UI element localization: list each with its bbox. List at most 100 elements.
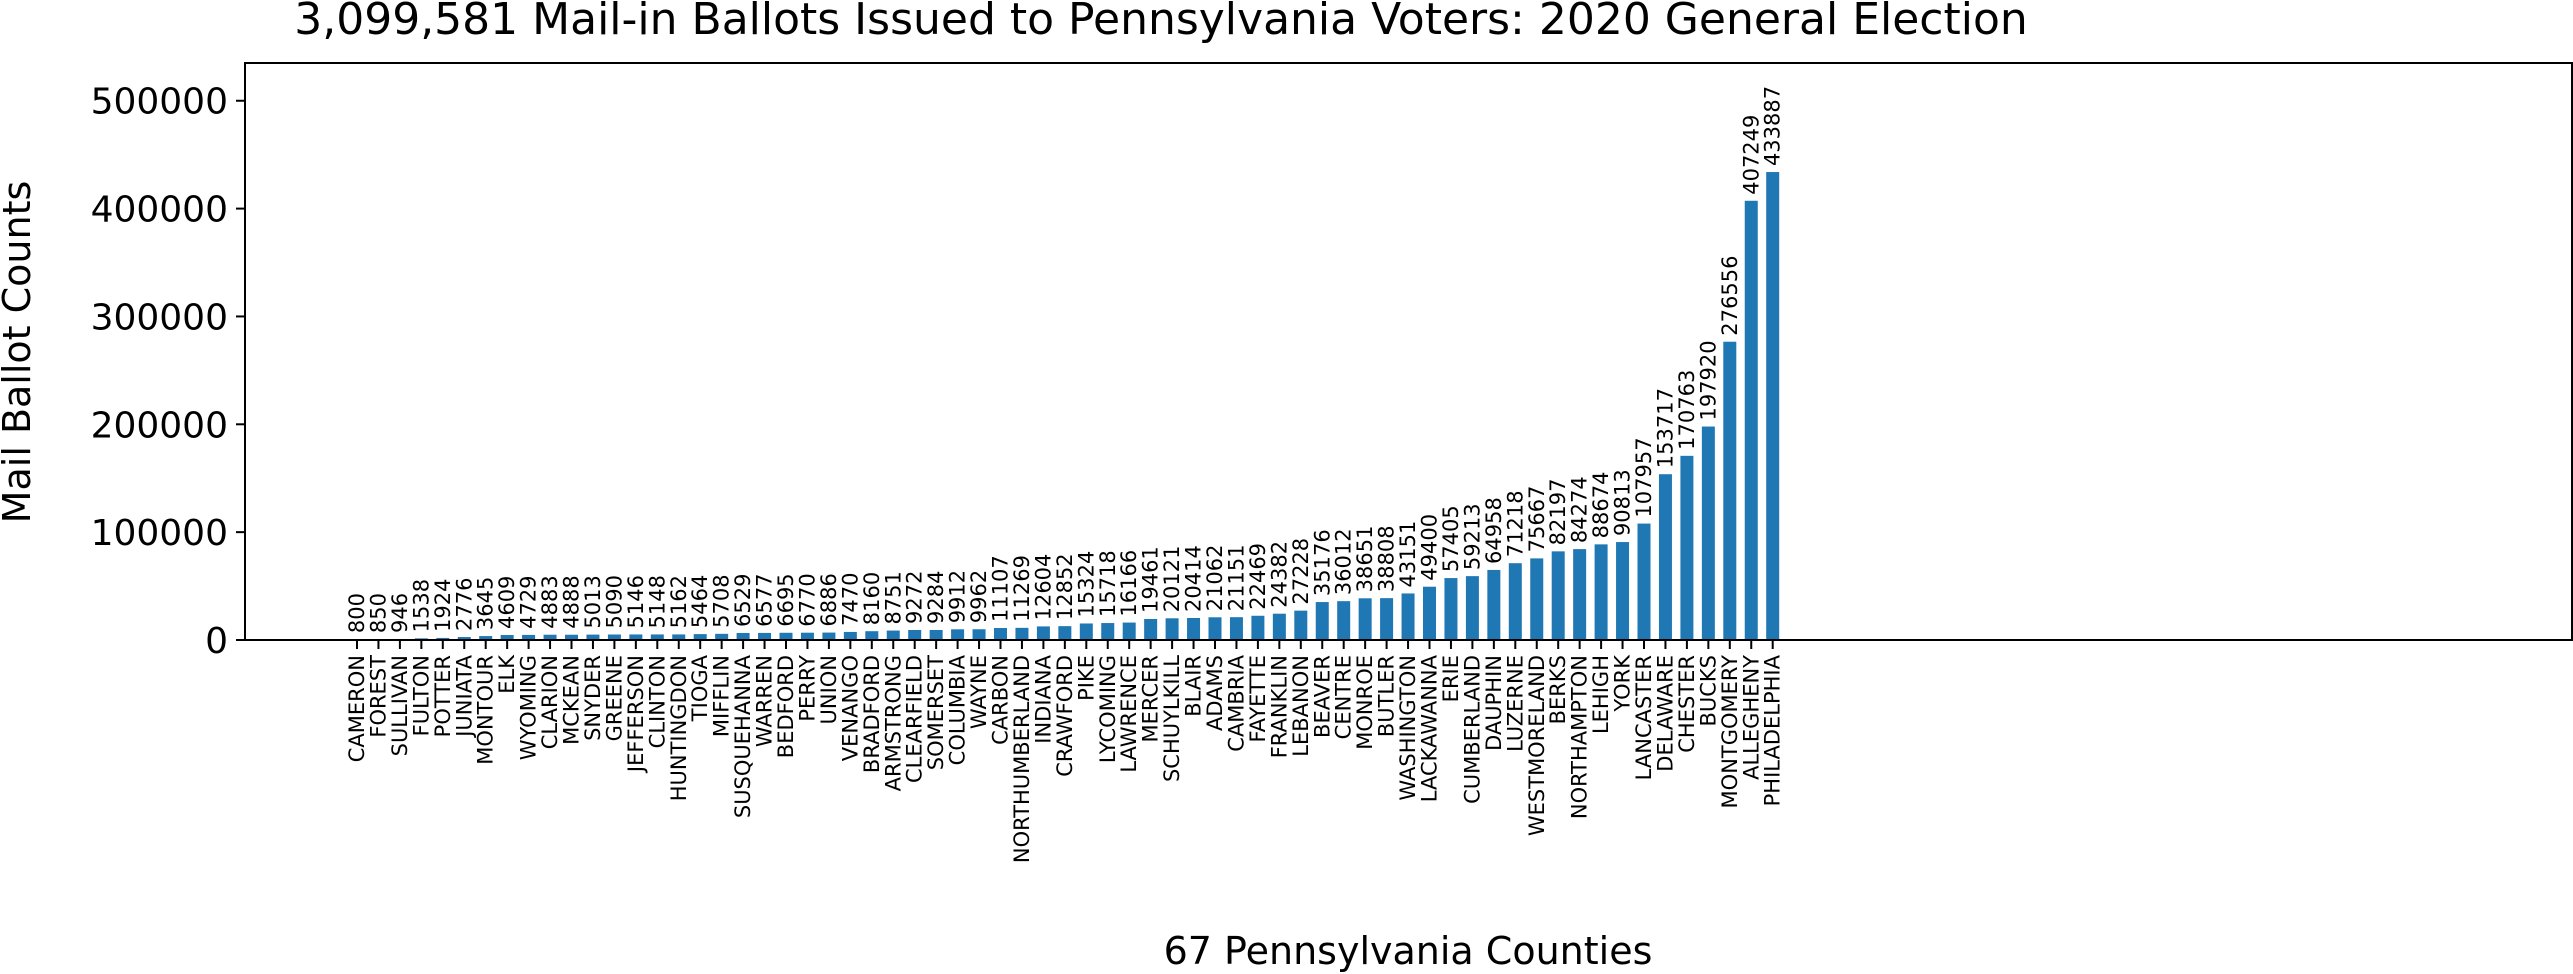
data-label: 15324 [1074, 551, 1098, 618]
x-tick-label: FULTON [409, 655, 433, 736]
bar-venango [844, 632, 857, 640]
bar-blair [1187, 618, 1200, 640]
chart-title: 3,099,581 Mail-in Ballots Issued to Penn… [294, 0, 2028, 45]
x-tick-label: LAWRENCE [1117, 655, 1141, 773]
x-tick-label: PIKE [1074, 655, 1098, 701]
bar-westmoreland [1530, 558, 1543, 640]
x-tick-label: MCKEAN [560, 655, 584, 745]
bar-berks [1552, 551, 1565, 640]
data-label: 4883 [538, 575, 562, 628]
x-tick-label: CLARION [538, 655, 562, 749]
data-label: 21151 [1224, 544, 1248, 611]
data-label: 64958 [1482, 497, 1506, 564]
data-label: 38808 [1375, 525, 1399, 592]
bar-lawrence [1123, 623, 1136, 640]
y-axis-label: Mail Ballot Counts [0, 181, 39, 524]
bar-union [822, 633, 835, 640]
data-label: 35176 [1310, 529, 1334, 596]
data-label: 9912 [946, 570, 970, 623]
data-label: 6770 [795, 573, 819, 626]
x-tick-label: ERIE [1439, 655, 1463, 702]
bar-lebanon [1294, 611, 1307, 640]
x-tick-label: CAMBRIA [1224, 654, 1248, 751]
x-tick-label: SNYDER [581, 655, 605, 741]
bar-armstrong [887, 631, 900, 640]
bar-mercer [1144, 619, 1157, 640]
x-tick-label: YORK [1611, 654, 1635, 713]
x-tick-label: MERCER [1139, 655, 1163, 742]
x-tick-label: CAMERON [345, 655, 369, 762]
x-tick-label: UNION [817, 655, 841, 725]
bar-washington [1402, 593, 1415, 640]
data-label: 22469 [1246, 543, 1270, 610]
x-tick-label: LUZERNE [1503, 655, 1527, 752]
bar-cumberland [1466, 576, 1479, 640]
data-label: 6886 [817, 573, 841, 626]
bar-susquehanna [737, 633, 750, 640]
bar-erie [1444, 578, 1457, 640]
y-tick-label: 400000 [91, 190, 228, 231]
data-label: 59213 [1460, 503, 1484, 570]
data-label: 6695 [774, 573, 798, 626]
x-tick-label: LANCASTER [1632, 655, 1656, 780]
data-label: 850 [366, 593, 390, 633]
data-label: 88674 [1589, 472, 1613, 539]
x-tick-label: PERRY [795, 655, 819, 722]
x-tick-label: ALLEGHENY [1739, 655, 1763, 780]
bar-clearfield [908, 630, 921, 640]
y-tick-label: 300000 [91, 297, 228, 338]
bar-carbon [994, 628, 1007, 640]
data-label: 75667 [1525, 486, 1549, 553]
bar-luzerne [1509, 563, 1522, 640]
bar-butler [1380, 598, 1393, 640]
x-tick-label: LEBANON [1289, 655, 1313, 757]
x-tick-label: CHESTER [1675, 655, 1699, 753]
x-tick-label: POTTER [431, 655, 455, 737]
data-label: 8160 [860, 572, 884, 625]
data-label: 407249 [1739, 115, 1763, 195]
x-tick-label: ARMSTRONG [881, 655, 905, 791]
data-label: 38651 [1353, 526, 1377, 593]
data-label: 12852 [1053, 553, 1077, 620]
data-label: 3645 [474, 577, 498, 630]
data-label: 5162 [667, 575, 691, 628]
x-tick-label: BEDFORD [774, 655, 798, 758]
bar-franklin [1273, 614, 1286, 640]
x-tick-label: JUNIATA [452, 654, 476, 738]
x-tick-label: LACKAWANNA [1418, 654, 1442, 802]
x-tick-label: MONTGOMERY [1718, 655, 1742, 809]
bar-philadelphia [1766, 172, 1779, 640]
data-label: 9284 [924, 571, 948, 624]
data-label: 107957 [1632, 437, 1656, 517]
x-tick-label: BEAVER [1310, 655, 1334, 738]
bar-bedford [780, 633, 793, 640]
x-tick-label: CLINTON [645, 655, 669, 748]
data-label: 49400 [1418, 514, 1442, 581]
x-tick-label: LEHIGH [1589, 655, 1613, 734]
x-tick-label: DELAWARE [1653, 655, 1677, 772]
data-label: 433887 [1761, 86, 1785, 166]
x-tick-label: SUSQUEHANNA [731, 654, 755, 818]
data-label: 57405 [1439, 505, 1463, 572]
x-tick-label: COLUMBIA [946, 654, 970, 765]
data-label: 6529 [731, 574, 755, 627]
data-label: 276556 [1718, 256, 1742, 336]
data-label: 5090 [602, 575, 626, 628]
x-tick-label: BLAIR [1182, 655, 1206, 717]
data-label: 197920 [1696, 340, 1720, 420]
data-label: 5464 [688, 575, 712, 628]
data-label: 43151 [1396, 521, 1420, 588]
data-label: 15718 [1096, 550, 1120, 617]
bar-cambria [1230, 617, 1243, 640]
data-label: 2776 [452, 578, 476, 631]
x-tick-label: CUMBERLAND [1460, 655, 1484, 804]
data-label: 9272 [903, 571, 927, 624]
data-label: 5148 [645, 575, 669, 628]
data-label: 27228 [1289, 538, 1313, 605]
bar-bucks [1702, 427, 1715, 640]
x-tick-label: BUTLER [1375, 655, 1399, 737]
x-tick-label: ADAMS [1203, 655, 1227, 731]
data-label: 71218 [1503, 490, 1527, 557]
x-tick-label: WYOMING [517, 655, 541, 760]
